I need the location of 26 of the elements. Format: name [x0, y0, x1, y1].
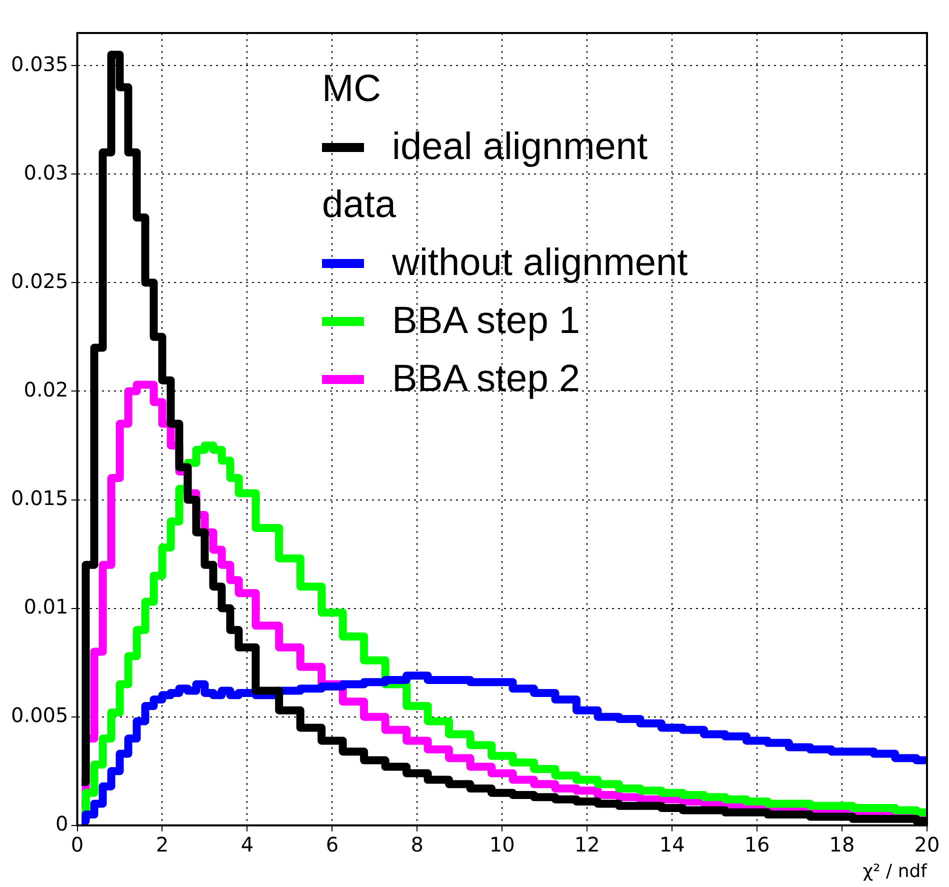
x-tick-label: 18 [829, 832, 855, 857]
legend-label: BBA step 1 [392, 300, 580, 342]
x-tick-label: 4 [240, 832, 254, 857]
y-tick-label: 0.035 [10, 52, 68, 76]
annotation: data [322, 182, 397, 228]
annotation: MC [322, 66, 382, 112]
legend-label: BBA step 2 [392, 358, 580, 400]
x-tick-label: 10 [489, 832, 515, 857]
y-tick-label: 0 [56, 812, 68, 836]
y-tick-label: 0.015 [10, 486, 68, 510]
y-tick-label: 0.02 [24, 377, 68, 402]
y-tick-label: 0.005 [10, 703, 68, 728]
x-tick-label: 12 [574, 832, 600, 857]
x-axis-title: χ² / ndf [862, 860, 928, 882]
x-tick-label: 16 [744, 832, 770, 857]
x-tick-label: 20 [914, 832, 940, 857]
x-tick-label: 2 [156, 832, 169, 857]
x-tick-label: 14 [659, 832, 685, 857]
y-tick-label: 0.03 [24, 160, 68, 184]
legend-label: ideal alignment [392, 126, 648, 168]
x-tick-label: 0 [70, 832, 84, 857]
x-tick-label: 8 [410, 832, 424, 857]
y-tick-label: 0.01 [24, 594, 68, 619]
legend-label: without alignment [392, 242, 688, 284]
y-tick-label: 0.025 [10, 268, 68, 293]
x-tick-label: 6 [326, 832, 339, 857]
